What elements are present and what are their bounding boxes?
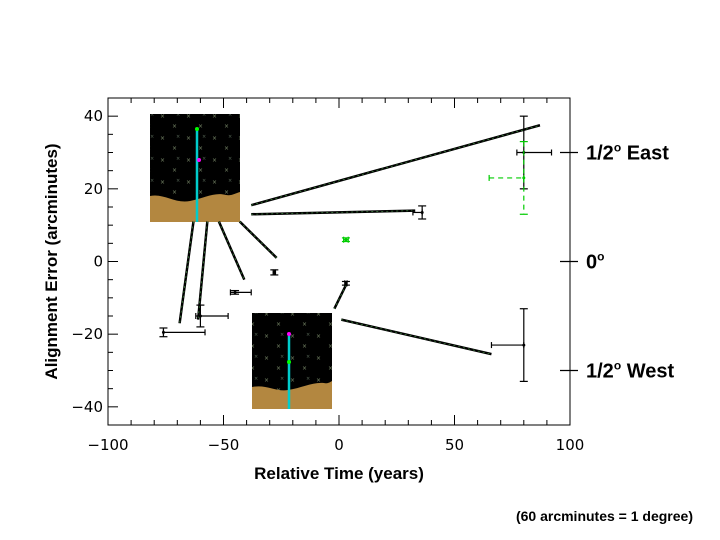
x-tick-label: 50: [445, 436, 464, 454]
data-point: [341, 236, 350, 243]
sky-image-lower: [252, 313, 332, 409]
y-tick-label: 20: [84, 180, 103, 198]
x-axis-title: Relative Time (years): [254, 464, 424, 483]
x-tick-label: −100: [87, 436, 128, 454]
data-marker: [420, 210, 424, 214]
connector-line: [333, 284, 348, 310]
data-marker: [198, 314, 202, 318]
connector-line: [251, 209, 416, 216]
data-point: [159, 327, 206, 338]
y-axis-title: Alignment Error (arcminutes): [42, 143, 61, 379]
connector-line: [250, 124, 541, 207]
data-point: [488, 141, 528, 215]
x-tick-label: 100: [556, 436, 585, 454]
right-axis-label: 0o: [586, 250, 604, 274]
data-marker: [522, 343, 526, 347]
y-tick-label: −40: [71, 398, 103, 416]
data-marker: [272, 270, 276, 274]
data-marker: [344, 238, 348, 242]
data-point: [341, 280, 350, 287]
y-tick-label: −20: [71, 325, 103, 343]
right-axis-label: 1/2o West: [586, 359, 674, 383]
data-marker: [522, 176, 526, 180]
y-tick-label: 0: [93, 253, 103, 271]
data-point: [412, 205, 427, 220]
data-point: [270, 269, 279, 276]
connector-line-dots: [341, 319, 492, 355]
connector-line-dots: [197, 221, 208, 320]
connector-line-dots: [179, 221, 194, 324]
data-marker: [161, 330, 165, 334]
y-tick-label: 40: [84, 107, 103, 125]
data-marker: [233, 290, 237, 294]
data-point: [195, 304, 229, 328]
data-point: [490, 308, 528, 382]
x-tick-label: 0: [334, 436, 344, 454]
sky-image-upper: [150, 114, 240, 222]
connector-line-dots: [239, 221, 277, 259]
connector-line-dots: [218, 221, 245, 280]
connector-line-dots: [251, 210, 416, 215]
x-tick-label: −50: [208, 436, 240, 454]
right-axis-label: 1/2o East: [586, 141, 669, 165]
data-point: [229, 289, 252, 296]
connector-line-dots: [334, 284, 347, 309]
footnote: (60 arcminutes = 1 degree): [516, 508, 693, 524]
data-marker: [344, 281, 348, 285]
